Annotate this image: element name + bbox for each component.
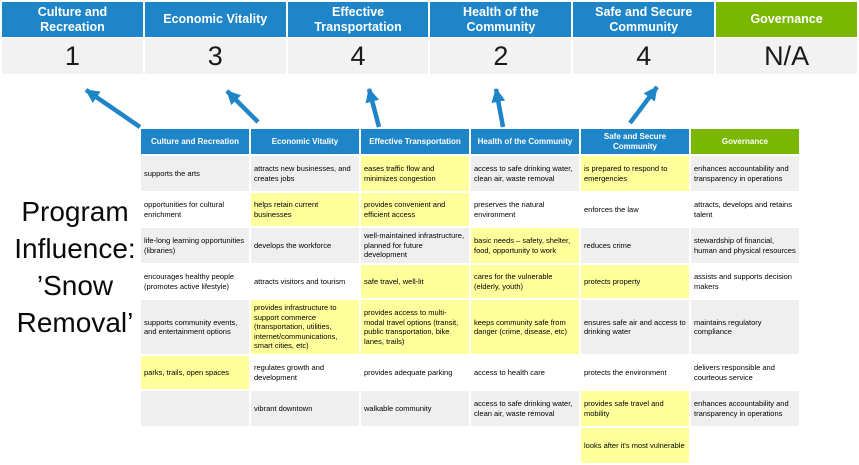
matrix-cell-r8-c1 bbox=[140, 427, 250, 464]
matrix-cell-r5-c5: ensures safe air and access to drinking … bbox=[580, 299, 690, 355]
matrix-cell-r2-c2: helps retain current businesses bbox=[250, 192, 360, 227]
summary-score-effective-transportation: 4 bbox=[287, 38, 429, 74]
summary-column-effective-transportation: Effective Transportation 4 bbox=[287, 2, 429, 74]
matrix-header-governance: Governance bbox=[690, 128, 800, 155]
matrix-cell-r5-c6: maintains regulatory compliance bbox=[690, 299, 800, 355]
matrix-header-culture-and-recreation: Culture and Recreation bbox=[140, 128, 250, 155]
matrix-cell-r8-c4 bbox=[470, 427, 580, 464]
matrix-cell-r7-c1 bbox=[140, 390, 250, 427]
summary-score-health-of-the-community: 2 bbox=[430, 38, 572, 74]
influence-matrix: Culture and Recreation Economic Vitality E… bbox=[140, 128, 800, 464]
matrix-cell-r2-c6: attracts, develops and retains talent bbox=[690, 192, 800, 227]
matrix-cell-r1-c2: attracts new businesses, and creates job… bbox=[250, 155, 360, 192]
program-title-line: Influence: bbox=[14, 233, 136, 264]
matrix-cell-r7-c2: vibrant downtown bbox=[250, 390, 360, 427]
summary-column-safe-and-secure-community: Safe and Secure Community 4 bbox=[573, 2, 715, 74]
matrix-cell-r8-c3 bbox=[360, 427, 470, 464]
matrix-cell-r2-c4: preserves the natural environment bbox=[470, 192, 580, 227]
summary-column-health-of-the-community: Health of the Community 2 bbox=[430, 2, 572, 74]
matrix-header-effective-transportation: Effective Transportation bbox=[360, 128, 470, 155]
matrix-cell-r8-c5: looks after it's most vulnerable bbox=[580, 427, 690, 464]
program-title: Program Influence: ’Snow Removal’ bbox=[2, 193, 148, 341]
summary-column-culture-and-recreation: Culture and Recreation 1 bbox=[2, 2, 143, 74]
summary-header: Culture and Recreation 1 Economic Vitality… bbox=[2, 2, 857, 74]
matrix-cell-r5-c2: provides infrastructure to support comme… bbox=[250, 299, 360, 355]
matrix-cell-r4-c5: protects property bbox=[580, 264, 690, 299]
summary-score-safe-and-secure-community: 4 bbox=[573, 38, 715, 74]
summary-category-safe-and-secure-community: Safe and Secure Community bbox=[573, 2, 715, 37]
matrix-cell-r2-c1: opportunities for cultural enrichment bbox=[140, 192, 250, 227]
matrix-cell-r3-c1: life-long learning opportunities (librar… bbox=[140, 227, 250, 264]
summary-category-governance: Governance bbox=[716, 2, 857, 37]
matrix-cell-r4-c3: safe travel, well-lit bbox=[360, 264, 470, 299]
influence-arrow-1 bbox=[84, 88, 142, 129]
matrix-cell-r5-c1: supports community events, and entertain… bbox=[140, 299, 250, 355]
summary-category-culture-and-recreation: Culture and Recreation bbox=[2, 2, 143, 37]
matrix-cell-r7-c4: access to safe drinking water, clean air… bbox=[470, 390, 580, 427]
program-title-line: ’Snow bbox=[36, 270, 114, 301]
program-title-line: Removal’ bbox=[16, 307, 134, 338]
matrix-cell-r7-c3: walkable community bbox=[360, 390, 470, 427]
influence-arrow-4 bbox=[491, 88, 506, 128]
matrix-cell-r3-c3: well-maintained infrastructure, planned … bbox=[360, 227, 470, 264]
summary-category-economic-vitality: Economic Vitality bbox=[144, 2, 286, 37]
influence-arrow-5 bbox=[628, 85, 659, 125]
matrix-cell-r6-c4: access to health care bbox=[470, 355, 580, 390]
matrix-cell-r3-c6: stewardship of financial, human and phys… bbox=[690, 227, 800, 264]
influence-arrow-2 bbox=[225, 89, 260, 124]
matrix-cell-r3-c4: basic needs – safety, shelter, food, opp… bbox=[470, 227, 580, 264]
matrix-cell-r7-c5: provides safe travel and mobility bbox=[580, 390, 690, 427]
matrix-cell-r1-c5: is prepared to respond to emergencies bbox=[580, 155, 690, 192]
matrix-header-economic-vitality: Economic Vitality bbox=[250, 128, 360, 155]
matrix-header-health-of-the-community: Health of the Community bbox=[470, 128, 580, 155]
summary-score-economic-vitality: 3 bbox=[144, 38, 286, 74]
summary-column-governance: Governance N/A bbox=[716, 2, 857, 74]
matrix-cell-r5-c3: provides access to multi-modal travel op… bbox=[360, 299, 470, 355]
matrix-header-safe-and-secure-community: Safe and Secure Community bbox=[580, 128, 690, 155]
matrix-cell-r6-c1: parks, trails, open spaces bbox=[140, 355, 250, 390]
matrix-cell-r4-c6: assists and supports decision makers bbox=[690, 264, 800, 299]
matrix-cell-r8-c2 bbox=[250, 427, 360, 464]
matrix-cell-r6-c3: provides adequate parking bbox=[360, 355, 470, 390]
summary-category-effective-transportation: Effective Transportation bbox=[287, 2, 429, 37]
matrix-cell-r2-c3: provides convenient and efficient access bbox=[360, 192, 470, 227]
matrix-cell-r7-c6: enhances accountability and transparency… bbox=[690, 390, 800, 427]
summary-score-governance: N/A bbox=[716, 38, 857, 74]
matrix-cell-r1-c3: eases traffic flow and minimizes congest… bbox=[360, 155, 470, 192]
matrix-cell-r4-c4: cares for the vulnerable (elderly, youth… bbox=[470, 264, 580, 299]
matrix-cell-r3-c2: develops the workforce bbox=[250, 227, 360, 264]
summary-score-culture-and-recreation: 1 bbox=[2, 38, 143, 74]
matrix-cell-r1-c1: supports the arts bbox=[140, 155, 250, 192]
matrix-cell-r4-c1: encourages healthy people (promotes acti… bbox=[140, 264, 250, 299]
matrix-cell-r4-c2: attracts visitors and tourism bbox=[250, 264, 360, 299]
summary-column-economic-vitality: Economic Vitality 3 bbox=[144, 2, 286, 74]
matrix-cell-r5-c4: keeps community safe from danger (crime,… bbox=[470, 299, 580, 355]
matrix-cell-r2-c5: enforces the law bbox=[580, 192, 690, 227]
matrix-cell-r3-c5: reduces crime bbox=[580, 227, 690, 264]
influence-arrow-3 bbox=[365, 88, 382, 128]
matrix-cell-r6-c5: protects the environment bbox=[580, 355, 690, 390]
matrix-cell-r6-c2: regulates growth and development bbox=[250, 355, 360, 390]
matrix-cell-r1-c6: enhances accountability and transparency… bbox=[690, 155, 800, 192]
matrix-cell-r8-c6 bbox=[690, 427, 800, 464]
matrix-cell-r6-c6: delivers responsible and courteous servi… bbox=[690, 355, 800, 390]
summary-category-health-of-the-community: Health of the Community bbox=[430, 2, 572, 37]
matrix-cell-r1-c4: access to safe drinking water, clean air… bbox=[470, 155, 580, 192]
program-title-line: Program bbox=[21, 196, 129, 227]
